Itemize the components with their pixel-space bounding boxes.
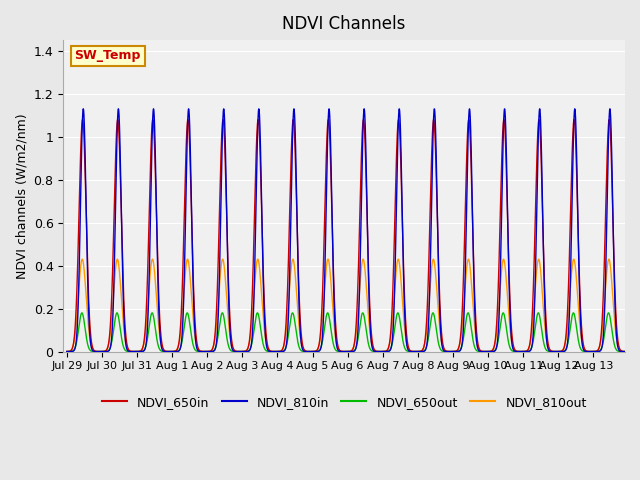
Y-axis label: NDVI channels (W/m2/nm): NDVI channels (W/m2/nm) [15,113,28,278]
Text: SW_Temp: SW_Temp [74,49,141,62]
Legend: NDVI_650in, NDVI_810in, NDVI_650out, NDVI_810out: NDVI_650in, NDVI_810in, NDVI_650out, NDV… [97,391,591,414]
Title: NDVI Channels: NDVI Channels [282,15,406,33]
